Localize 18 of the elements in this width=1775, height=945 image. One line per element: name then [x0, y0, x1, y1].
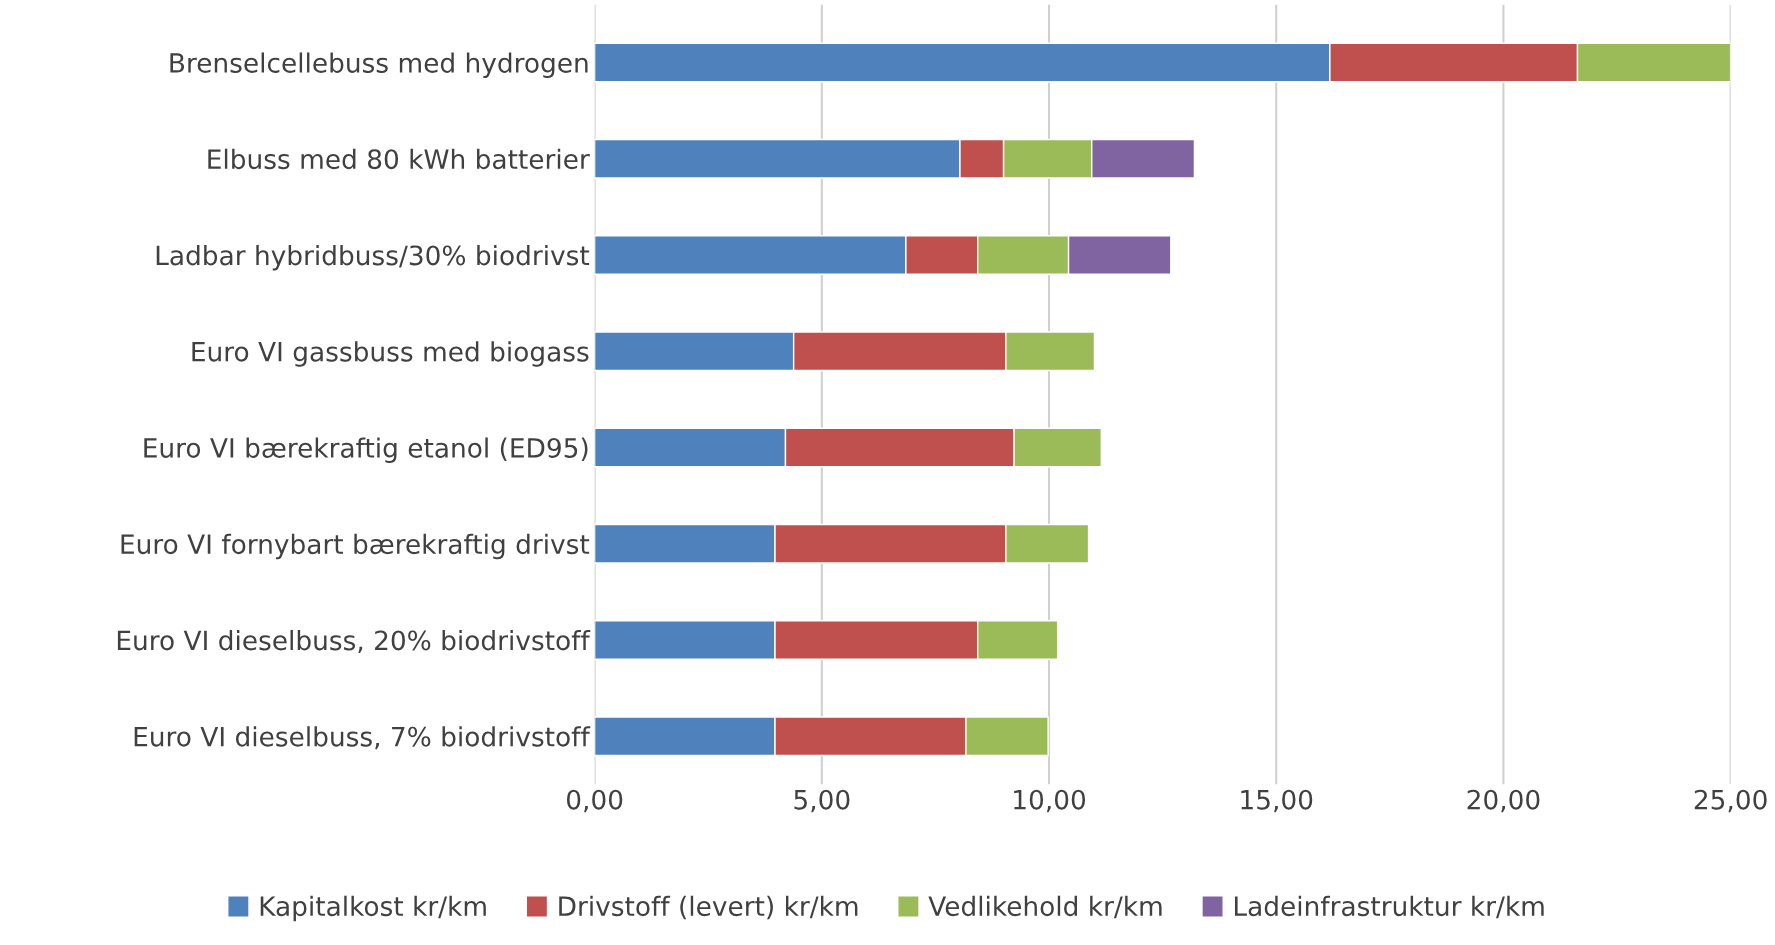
x-tick-label: 5,00	[794, 789, 850, 813]
x-tick-label: 20,00	[1467, 789, 1540, 813]
x-tick-label: 0,00	[566, 789, 623, 813]
y-tick-label: Euro VI bærekraftig etanol (ED95)	[144, 437, 588, 463]
y-tick-label: Euro VI fornybart bærekraftig drivst	[121, 533, 590, 560]
legend-label: Ladeinfrastruktur kr/km	[1234, 895, 1544, 919]
x-tick-label: 10,00	[1014, 789, 1086, 813]
x-tick-label: 15,00	[1241, 789, 1313, 813]
y-tick-label: Euro VI dieselbuss, 7% biodrivstoff	[134, 726, 591, 750]
legend-label: Kapitalkost kr/km	[260, 895, 486, 922]
x-tick-label: 25,00	[1694, 789, 1767, 813]
y-tick-label: Ladbar hybridbuss/30% biodrivst	[156, 244, 590, 271]
y-tick-label: Elbuss med 80 kWh batterier	[208, 148, 590, 170]
legend-label: Drivstoff (levert) kr/km	[559, 895, 858, 920]
legend-label: Vedlikehold kr/km	[928, 895, 1162, 919]
y-tick-label: Euro VI dieselbuss, 20% biodrivstoff	[117, 629, 591, 654]
y-tick-label: Brenselcellebuss med hydrogen	[170, 52, 588, 78]
y-tick-label: Euro VI gassbuss med biogass	[192, 341, 589, 367]
